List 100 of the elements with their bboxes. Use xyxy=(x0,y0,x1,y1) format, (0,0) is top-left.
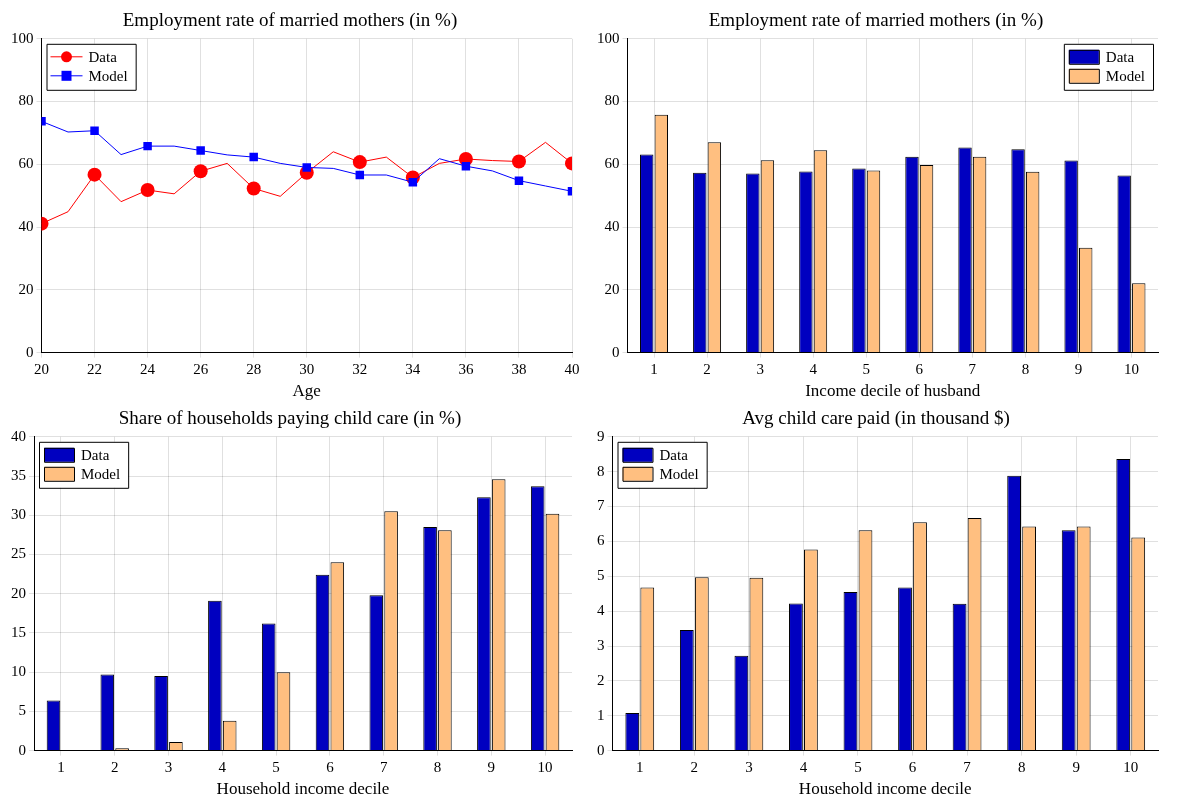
x-tick-label: 20 xyxy=(34,360,49,377)
y-tick-label: 5 xyxy=(18,702,26,719)
chart-title: Employment rate of married mothers (in %) xyxy=(122,9,458,32)
point xyxy=(302,163,311,172)
y-tick-label: 40 xyxy=(11,427,26,444)
x-tick-label: 36 xyxy=(458,360,474,377)
chart-title: Employment rate of married mothers (in %) xyxy=(708,9,1044,32)
y-tick-label: 8 xyxy=(597,462,605,479)
y-tick-label: 60 xyxy=(18,155,34,172)
x-tick-label: 40 xyxy=(564,360,580,377)
y-tick-label: 5 xyxy=(597,567,605,584)
legend-label: Model xyxy=(88,67,128,84)
x-tick-label: 38 xyxy=(511,360,527,377)
y-tick-label: 1 xyxy=(597,706,605,723)
y-tick-label: 7 xyxy=(597,497,605,514)
x-tick-label: 8 xyxy=(433,758,442,775)
x-tick-label: 4 xyxy=(809,360,818,377)
x-tick-label: 4 xyxy=(799,758,808,775)
x-tick-label: 24 xyxy=(140,360,156,377)
y-tick-label: 2 xyxy=(597,671,605,688)
y-tick-label: 9 xyxy=(597,427,605,444)
point xyxy=(193,164,208,179)
y-tick-label: 20 xyxy=(11,584,26,601)
y-tick-label: 20 xyxy=(18,280,34,297)
legend-label: Data xyxy=(88,48,118,65)
point xyxy=(143,141,152,151)
x-tick-label: 5 xyxy=(854,758,862,775)
x-tick-label: 1 xyxy=(57,758,65,775)
y-tick-label: 80 xyxy=(18,92,34,109)
y-tick-label: 60 xyxy=(604,155,620,172)
x-axis-title: Household income decile xyxy=(798,779,972,799)
legend-label: Data xyxy=(81,446,110,463)
x-tick-label: 4 xyxy=(218,758,227,775)
point xyxy=(249,152,258,162)
x-tick-label: 34 xyxy=(405,360,421,377)
x-tick-label: 3 xyxy=(745,758,753,775)
x-tick-label: 1 xyxy=(636,758,644,775)
point xyxy=(87,167,102,182)
point xyxy=(140,183,155,198)
x-tick-label: 9 xyxy=(1072,758,1080,775)
x-tick-label: 1 xyxy=(650,360,658,377)
x-tick-label: 32 xyxy=(352,360,368,377)
x-tick-label: 2 xyxy=(690,758,699,775)
x-tick-label: 30 xyxy=(299,360,315,377)
x-tick-label: 28 xyxy=(246,360,262,377)
x-tick-label: 10 xyxy=(537,758,553,775)
x-axis-title: Age xyxy=(292,381,321,401)
x-tick-label: 6 xyxy=(326,758,335,775)
y-tick-label: 40 xyxy=(18,218,34,235)
y-tick-label: 100 xyxy=(597,29,620,46)
x-tick-label: 5 xyxy=(272,758,280,775)
y-tick-label: 80 xyxy=(604,92,620,109)
x-tick-label: 3 xyxy=(164,758,173,775)
y-tick-label: 10 xyxy=(11,663,26,680)
y-tick-label: 25 xyxy=(11,545,26,562)
y-tick-label: 35 xyxy=(11,466,26,483)
y-tick-label: 0 xyxy=(18,741,26,758)
x-tick-label: 8 xyxy=(1017,758,1026,775)
y-tick-label: 30 xyxy=(11,506,26,523)
legend-label: Model xyxy=(1105,67,1146,84)
x-axis-title: Household income decile xyxy=(216,779,390,799)
point xyxy=(90,126,99,135)
y-tick-label: 100 xyxy=(11,29,34,46)
y-tick-label: 20 xyxy=(604,280,620,297)
point xyxy=(196,146,205,155)
x-tick-label: 5 xyxy=(862,360,870,377)
point xyxy=(246,181,261,196)
x-tick-label: 22 xyxy=(87,360,103,377)
x-tick-label: 7 xyxy=(968,360,977,377)
x-tick-label: 2 xyxy=(110,758,119,775)
x-tick-label: 8 xyxy=(1021,360,1030,377)
y-tick-label: 0 xyxy=(26,343,34,360)
x-axis-title: Income decile of husband xyxy=(805,381,981,401)
y-tick-label: 0 xyxy=(597,741,605,758)
chart-title: Avg child care paid (in thousand $) xyxy=(742,407,1010,430)
x-tick-label: 6 xyxy=(908,758,917,775)
legend-label: Model xyxy=(81,465,121,482)
y-tick-label: 0 xyxy=(612,343,620,360)
y-tick-label: 4 xyxy=(597,602,605,619)
y-tick-label: 40 xyxy=(604,218,620,235)
y-tick-label: 3 xyxy=(597,636,605,653)
x-tick-label: 6 xyxy=(915,360,924,377)
x-tick-label: 7 xyxy=(963,758,972,775)
x-tick-label: 9 xyxy=(487,758,496,775)
x-tick-label: 3 xyxy=(756,360,764,377)
x-tick-label: 7 xyxy=(379,758,388,775)
point xyxy=(352,155,367,170)
x-tick-label: 10 xyxy=(1123,360,1139,377)
x-tick-label: 10 xyxy=(1123,758,1139,775)
x-tick-label: 26 xyxy=(193,360,209,377)
point xyxy=(514,176,524,185)
point xyxy=(511,154,526,169)
y-tick-label: 15 xyxy=(11,623,26,640)
x-tick-label: 9 xyxy=(1074,360,1083,377)
chart-title: Share of households paying child care (in %) xyxy=(118,407,462,430)
legend-label: Model xyxy=(659,465,699,482)
y-tick-label: 6 xyxy=(597,532,605,549)
x-tick-label: 2 xyxy=(703,360,711,377)
legend-label: Data xyxy=(1105,48,1135,65)
legend-label: Data xyxy=(659,446,689,463)
